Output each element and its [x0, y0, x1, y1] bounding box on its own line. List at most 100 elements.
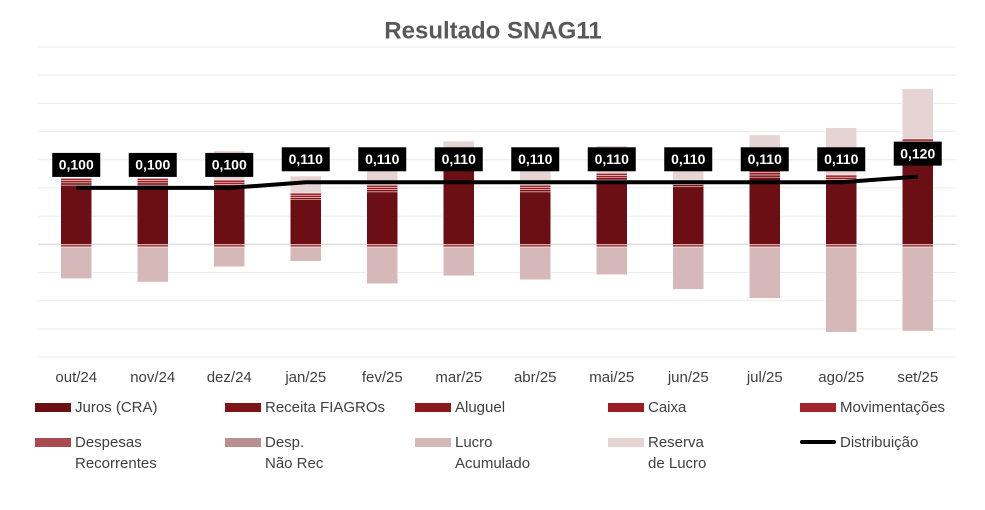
- x-tick-label: dez/24: [207, 369, 252, 386]
- bar-segment: [213, 246, 245, 268]
- bar-segment: [825, 246, 857, 333]
- x-tick-label: mai/25: [589, 369, 634, 386]
- bar-segment: [443, 161, 475, 245]
- legend-item: Aluguel: [415, 397, 505, 418]
- legend-swatch: [35, 438, 71, 447]
- data-label: 0,100: [205, 152, 254, 177]
- data-label-box: [434, 147, 483, 172]
- bar-segment: [366, 246, 398, 284]
- legend-label: Distribuição: [840, 434, 919, 451]
- legend-item: Movimentações: [800, 397, 945, 418]
- legend-label: Desp. Não Rec: [265, 434, 324, 472]
- x-tick-label: ago/25: [818, 369, 864, 386]
- data-label: 0,110: [358, 147, 407, 172]
- data-label: 0,110: [281, 147, 330, 172]
- legend-swatch: [800, 403, 836, 412]
- legend-swatch: [415, 403, 451, 412]
- bar-segment: [749, 246, 781, 299]
- data-label-box: [893, 141, 942, 166]
- legend-swatch: [225, 438, 261, 447]
- x-tick-label: jan/25: [284, 369, 326, 386]
- x-tick-label: jul/25: [746, 369, 783, 386]
- data-label-box: [128, 152, 177, 177]
- data-label-text: 0,110: [518, 151, 552, 167]
- data-label: 0,110: [664, 147, 713, 172]
- bar-segment: [672, 186, 704, 245]
- bar-segment: [290, 199, 322, 245]
- data-label-text: 0,110: [442, 151, 476, 167]
- x-tick-label: mar/25: [435, 369, 482, 386]
- data-label-box: [511, 147, 560, 172]
- data-label-box: [281, 147, 330, 172]
- legend-label: Movimentações: [840, 399, 946, 416]
- legend-item: Despesas Recorrentes: [35, 432, 157, 474]
- bar-segment: [902, 88, 934, 140]
- legend-swatch: [35, 403, 71, 412]
- data-label-text: 0,110: [748, 151, 782, 167]
- x-tick-label: jun/25: [667, 369, 709, 386]
- data-label: 0,120: [893, 141, 942, 166]
- bar-segment: [902, 246, 934, 332]
- legend-label: Lucro Acumulado: [455, 434, 531, 472]
- data-label-text: 0,110: [595, 151, 629, 167]
- data-label-box: [817, 147, 866, 172]
- data-label-box: [740, 147, 789, 172]
- data-label: 0,110: [434, 147, 483, 172]
- data-label: 0,110: [587, 147, 636, 172]
- bar-segment: [290, 246, 322, 262]
- line: [76, 174, 918, 190]
- data-label-text: 0,100: [59, 157, 94, 173]
- legend-label: Reserva de Lucro: [648, 434, 707, 472]
- data-label-text: 0,100: [212, 157, 247, 173]
- data-label-box: [358, 147, 407, 172]
- legend-item: Distribuição: [800, 432, 918, 453]
- bar-segment: [137, 184, 169, 245]
- data-label-text: 0,110: [824, 151, 858, 167]
- legend-label: Juros (CRA): [75, 399, 158, 416]
- bar-segment: [137, 178, 169, 181]
- bar-segment: [137, 246, 169, 283]
- x-tick-label: set/25: [897, 369, 938, 386]
- x-tick-label: abr/25: [514, 369, 557, 386]
- chart-title: Resultado SNAG11: [384, 17, 601, 44]
- bar-segment: [596, 179, 628, 245]
- bar-segment: [519, 246, 551, 281]
- data-label-box: [205, 152, 254, 177]
- legend-swatch: [608, 403, 644, 412]
- x-tick-label: out/24: [55, 369, 97, 386]
- bar-segment: [519, 191, 551, 245]
- bar-segment: [825, 181, 857, 245]
- bar-segment: [60, 178, 92, 181]
- data-label: 0,110: [740, 147, 789, 172]
- legend-label: Caixa: [648, 399, 687, 416]
- legend-item: Desp. Não Rec: [225, 432, 327, 474]
- legend-item: Caixa: [608, 397, 686, 418]
- data-label-box: [52, 152, 101, 177]
- data-label-text: 0,120: [900, 145, 935, 161]
- data-label-text: 0,100: [135, 157, 170, 173]
- data-label-text: 0,110: [365, 151, 399, 167]
- bar-segment: [749, 176, 781, 245]
- data-label: 0,110: [511, 147, 560, 172]
- data-label-text: 0,110: [671, 151, 705, 167]
- legend-item: Lucro Acumulado: [415, 432, 530, 474]
- legend-item: Reserva de Lucro: [608, 432, 720, 474]
- legend-swatch: [415, 438, 451, 447]
- bar-segment: [213, 186, 245, 245]
- bar-segment: [60, 246, 92, 279]
- legend-swatch: [800, 440, 836, 444]
- data-label: 0,100: [52, 152, 101, 177]
- data-label-box: [664, 147, 713, 172]
- data-label: 0,110: [817, 147, 866, 172]
- data-label: 0,100: [128, 152, 177, 177]
- legend-swatch: [608, 438, 644, 447]
- data-label-text: 0,110: [289, 151, 323, 167]
- bar-segment: [672, 246, 704, 290]
- legend-label: Despesas Recorrentes: [75, 434, 157, 472]
- legend-label: Receita FIAGROs: [265, 399, 386, 416]
- bar-segment: [443, 246, 475, 277]
- data-label-box: [587, 147, 636, 172]
- legend-swatch: [225, 403, 261, 412]
- legend-item: Juros (CRA): [35, 397, 158, 418]
